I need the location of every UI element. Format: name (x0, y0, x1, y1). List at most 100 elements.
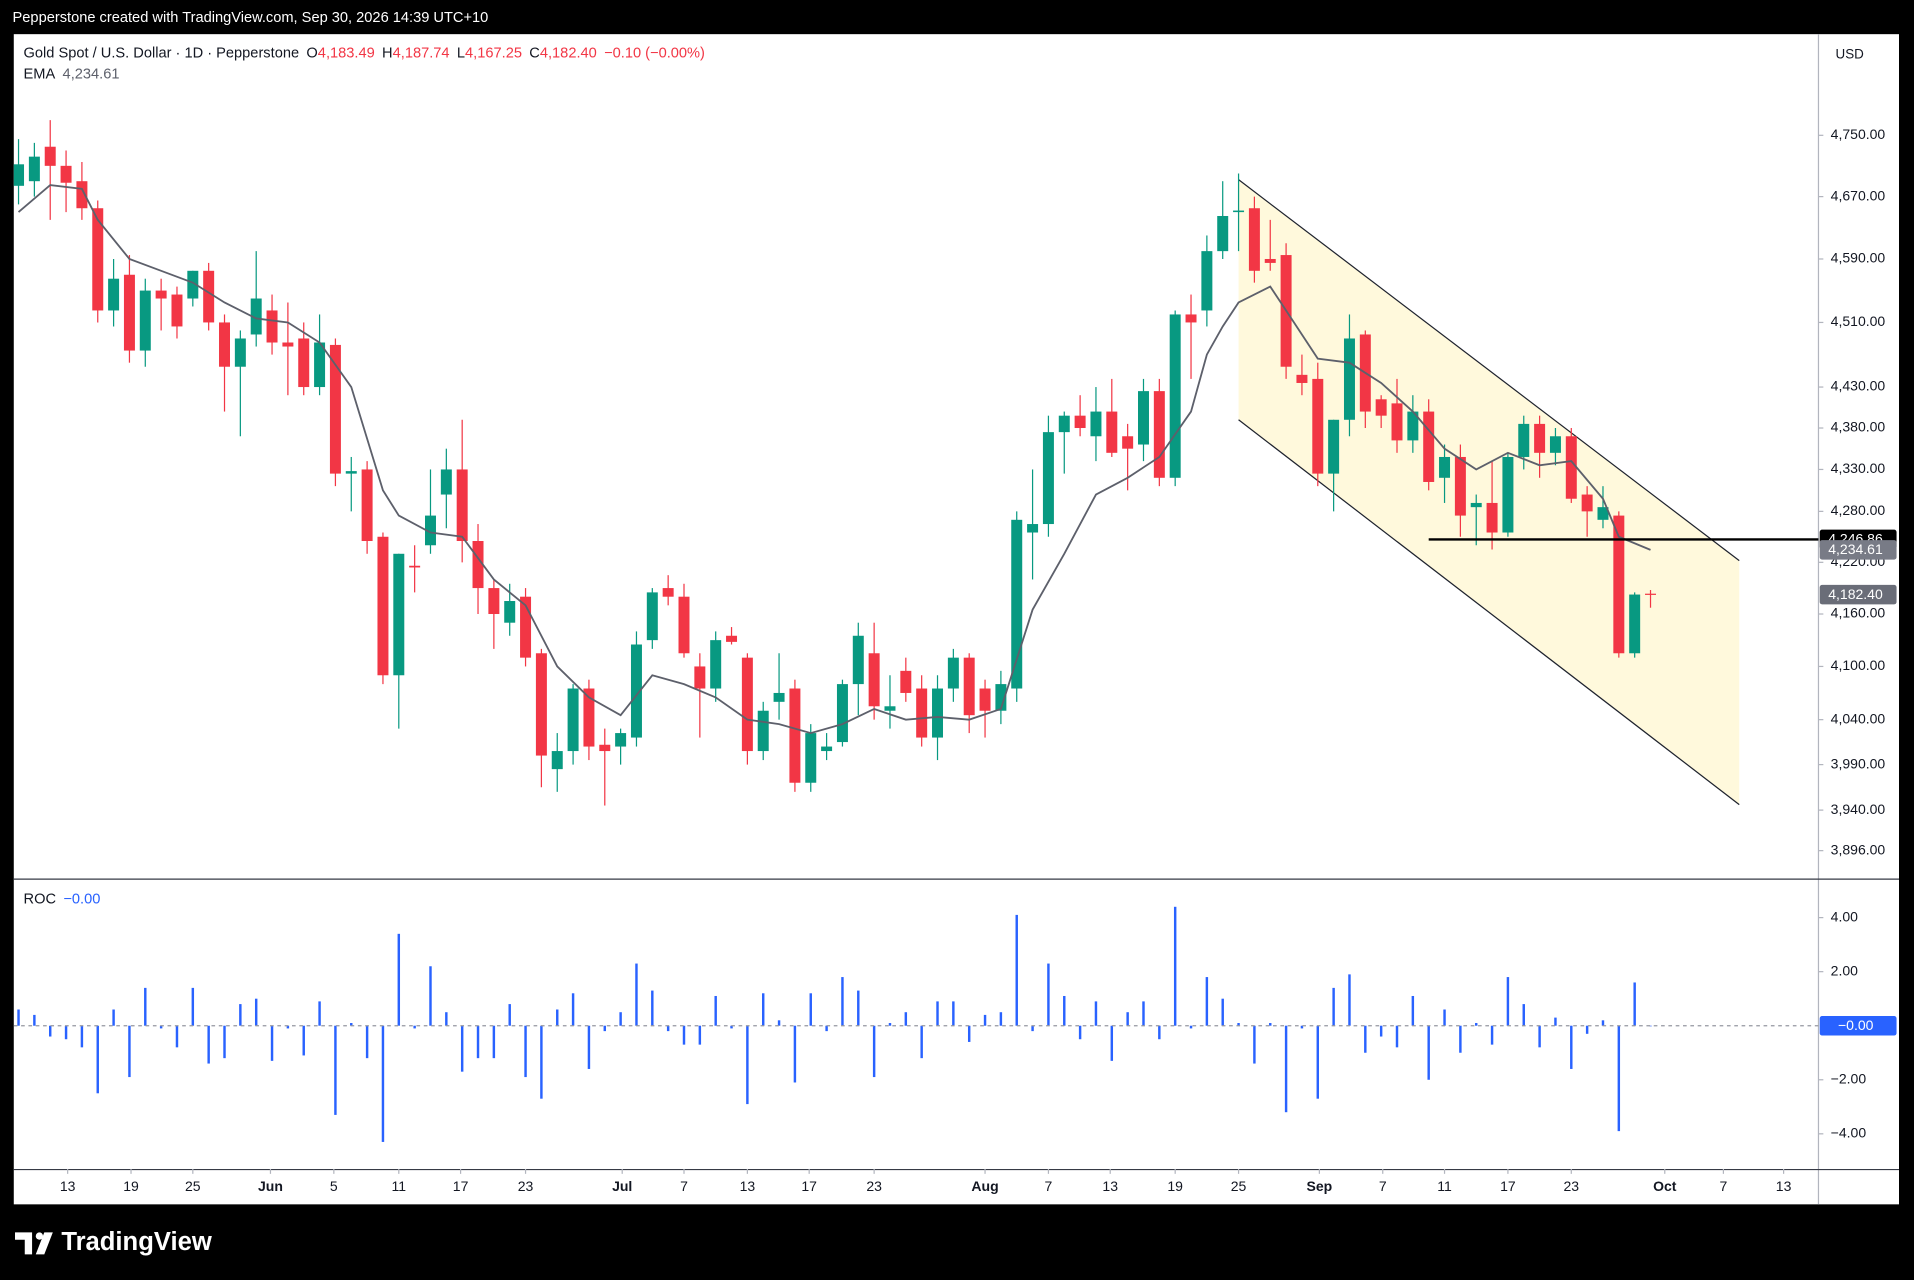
candle-body (1597, 507, 1609, 520)
y-tick-label: 4,330.00 (1831, 460, 1886, 476)
candle-body (963, 657, 975, 716)
roc-bar (1364, 1025, 1367, 1053)
roc-value: −0.00 (63, 891, 100, 907)
logo-icon (14, 1232, 53, 1255)
candle-body (345, 471, 357, 474)
roc-bar (1047, 963, 1050, 1026)
roc-bar (334, 1025, 337, 1115)
candle-body (44, 146, 56, 166)
roc-y-tick-label: 4.00 (1831, 908, 1858, 924)
candle-body (726, 635, 738, 642)
legend-key: O (306, 46, 317, 62)
roc-bar (460, 1025, 464, 1072)
candle-body (1011, 519, 1023, 689)
candle-body (646, 592, 658, 641)
roc-bar (1126, 1012, 1129, 1026)
roc-bar (1490, 1025, 1494, 1045)
candle-body (1454, 456, 1466, 516)
legend-key: L (457, 46, 465, 62)
x-tick-label: 7 (1045, 1178, 1053, 1194)
roc-bar (809, 993, 812, 1026)
roc-bar (508, 1004, 511, 1026)
currency-label: USD (1836, 46, 1865, 61)
candle-body (377, 536, 389, 676)
candle-body (932, 688, 944, 738)
y-tick-label: 4,100.00 (1831, 657, 1886, 673)
candle-body (123, 274, 135, 351)
roc-legend: ROC −0.00 (24, 891, 101, 907)
candle-body (361, 469, 373, 542)
candle-body (13, 164, 25, 186)
roc-bar (144, 987, 147, 1026)
y-tick-label: 4,750.00 (1831, 126, 1886, 142)
x-tick-label: Oct (1653, 1178, 1677, 1194)
roc-tag-label: −0.00 (1838, 1017, 1874, 1033)
roc-bar (80, 1025, 84, 1048)
x-tick-label: 13 (1776, 1178, 1792, 1194)
legend-value: 4,167.25 (465, 46, 522, 62)
candle-body (1264, 258, 1276, 263)
roc-bar (730, 1025, 733, 1029)
roc-bar (1189, 1025, 1193, 1029)
roc-bar (1078, 1025, 1082, 1040)
candle-body (662, 588, 674, 597)
logo-text: TradingView (61, 1228, 211, 1256)
candle-body (76, 181, 88, 209)
roc-bar (571, 993, 575, 1026)
y-tick-label: 4,160.00 (1831, 605, 1886, 621)
candle-body (1248, 208, 1260, 271)
candle-body (630, 644, 642, 738)
candle-body (789, 688, 801, 783)
x-tick-label: Jul (612, 1178, 632, 1194)
roc-bar (952, 1001, 955, 1026)
roc-bar (445, 1012, 448, 1026)
roc-bar (1173, 906, 1177, 1026)
y-tick-label: 4,380.00 (1831, 419, 1886, 435)
y-tick-label: 3,990.00 (1831, 755, 1886, 771)
roc-bar (698, 1025, 702, 1045)
roc-bar (207, 1025, 210, 1064)
roc-bar (191, 987, 195, 1026)
roc-bar (381, 1025, 385, 1142)
x-tick-label: Sep (1307, 1178, 1333, 1194)
roc-bar (1221, 998, 1224, 1026)
roc-bar (1284, 1025, 1288, 1113)
roc-bar (1443, 1009, 1446, 1026)
logo: TradingView (14, 1228, 212, 1256)
roc-y-tick-label: −4.00 (1831, 1125, 1867, 1141)
candle-body (995, 684, 1007, 711)
roc-pane (13, 906, 1819, 1142)
candle-body (219, 322, 231, 367)
roc-y-tick-label: −2.00 (1831, 1070, 1867, 1086)
roc-bar (999, 1012, 1003, 1026)
roc-bar (365, 1025, 369, 1059)
candle-body (551, 751, 563, 770)
candle-body (1201, 251, 1213, 311)
candle-body (393, 553, 405, 676)
roc-bar (920, 1025, 923, 1059)
roc-bar (254, 998, 258, 1026)
y-tick-label: 4,040.00 (1831, 710, 1886, 726)
roc-bar (223, 1025, 226, 1059)
roc-y-tick-label: 2.00 (1831, 962, 1858, 978)
roc-bar (857, 990, 860, 1026)
candle-body (203, 270, 215, 323)
candle-body (1074, 415, 1086, 429)
roc-bar (1253, 1025, 1256, 1064)
candle-body (535, 653, 547, 756)
candle-body (314, 342, 326, 388)
x-tick-label: 25 (185, 1178, 201, 1194)
candle-body (1502, 456, 1514, 533)
axes: 4,750.00 4,670.00 4,590.00 4,510.00 4,430.00… (60, 126, 1897, 1194)
roc-bar (682, 1025, 686, 1045)
roc-bar (159, 1025, 163, 1029)
roc-bar (1601, 1020, 1605, 1026)
y-tick-label: 4,430.00 (1831, 378, 1886, 394)
ema-value: 4,234.61 (63, 66, 120, 82)
roc-bar (1237, 1023, 1240, 1026)
x-tick-label: Aug (971, 1178, 998, 1194)
x-tick-label: 23 (866, 1178, 882, 1194)
roc-bar (540, 1025, 543, 1099)
roc-bar (793, 1025, 797, 1083)
